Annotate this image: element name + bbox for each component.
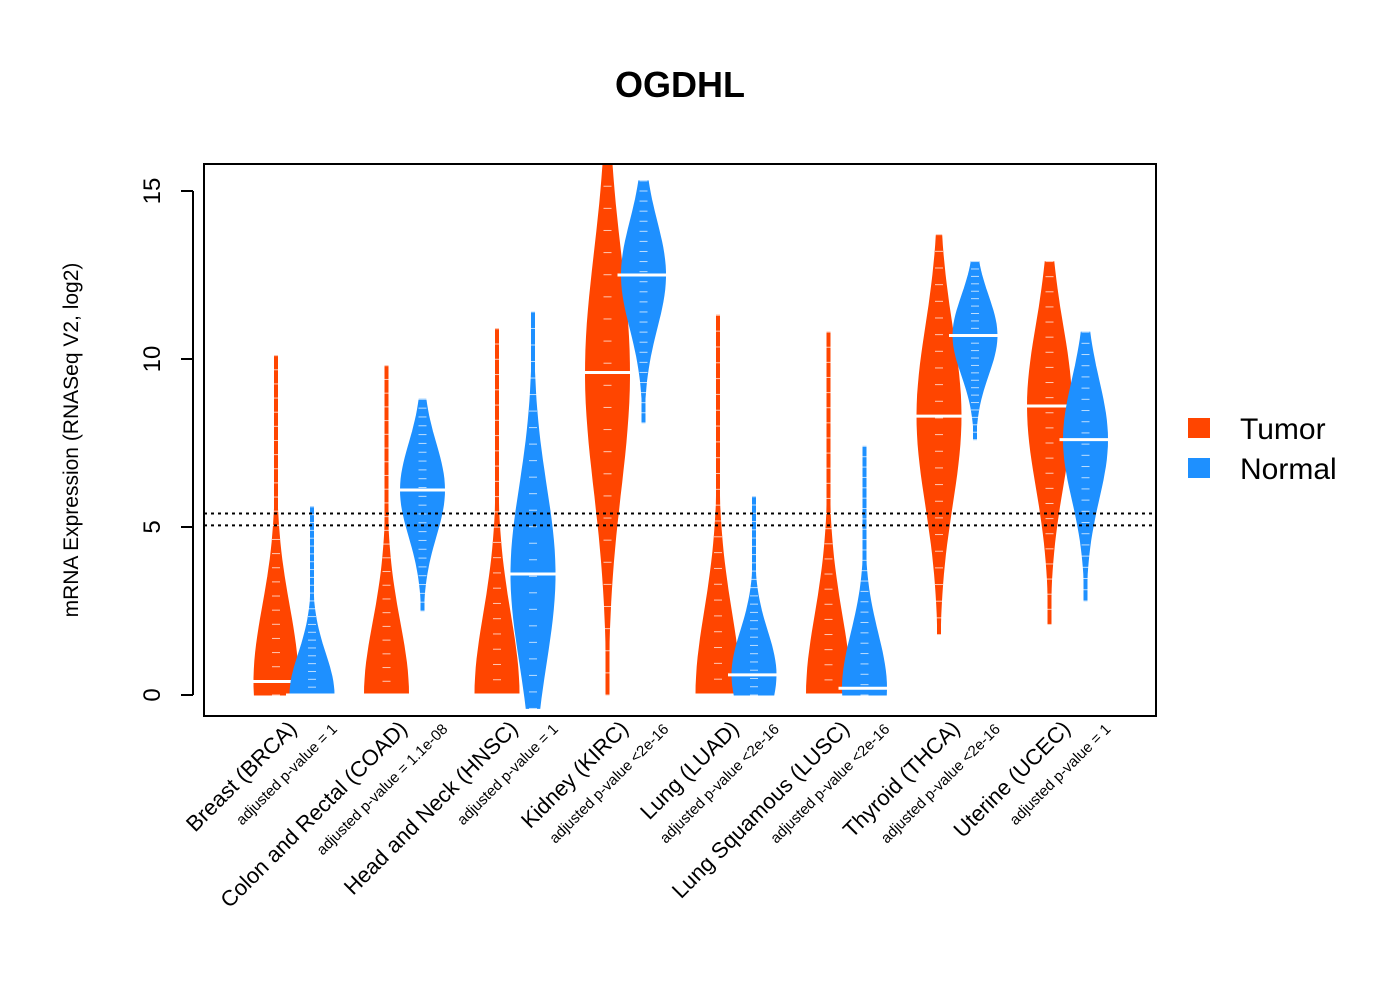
violin-tumor: [360, 365, 413, 697]
chart-title: OGDHL: [615, 64, 745, 105]
violin-tumor: [692, 314, 744, 697]
y-tick-label: 5: [139, 520, 166, 533]
violin-normal: [1059, 331, 1112, 602]
violin-tumor: [471, 328, 523, 697]
violin-normal: [396, 398, 449, 612]
legend-label: Normal: [1240, 453, 1337, 486]
violin-normal: [286, 506, 338, 697]
y-axis-label: mRNA Expression (RNASeq V2, log2): [60, 263, 83, 618]
legend-swatch: [1188, 418, 1210, 438]
violin-tumor: [913, 234, 965, 636]
violin-normal: [838, 445, 891, 696]
violin-tumor: [1023, 261, 1076, 625]
violin-normal: [728, 496, 780, 696]
reference-lines: [204, 512, 1156, 527]
violins-layer: [250, 163, 1112, 709]
legend: Tumor Normal: [1188, 413, 1337, 486]
violin-normal: [507, 311, 559, 709]
y-axis: 0 5 10 15: [139, 178, 194, 702]
plot-frame: [203, 163, 1157, 717]
legend-label: Tumor: [1240, 413, 1326, 446]
y-tick-label: 15: [139, 178, 166, 205]
y-tick-label: 10: [139, 346, 166, 373]
y-tick-label: 0: [139, 688, 166, 701]
violin-normal: [617, 180, 670, 424]
violin-normal: [949, 261, 1001, 441]
legend-swatch: [1188, 458, 1210, 478]
